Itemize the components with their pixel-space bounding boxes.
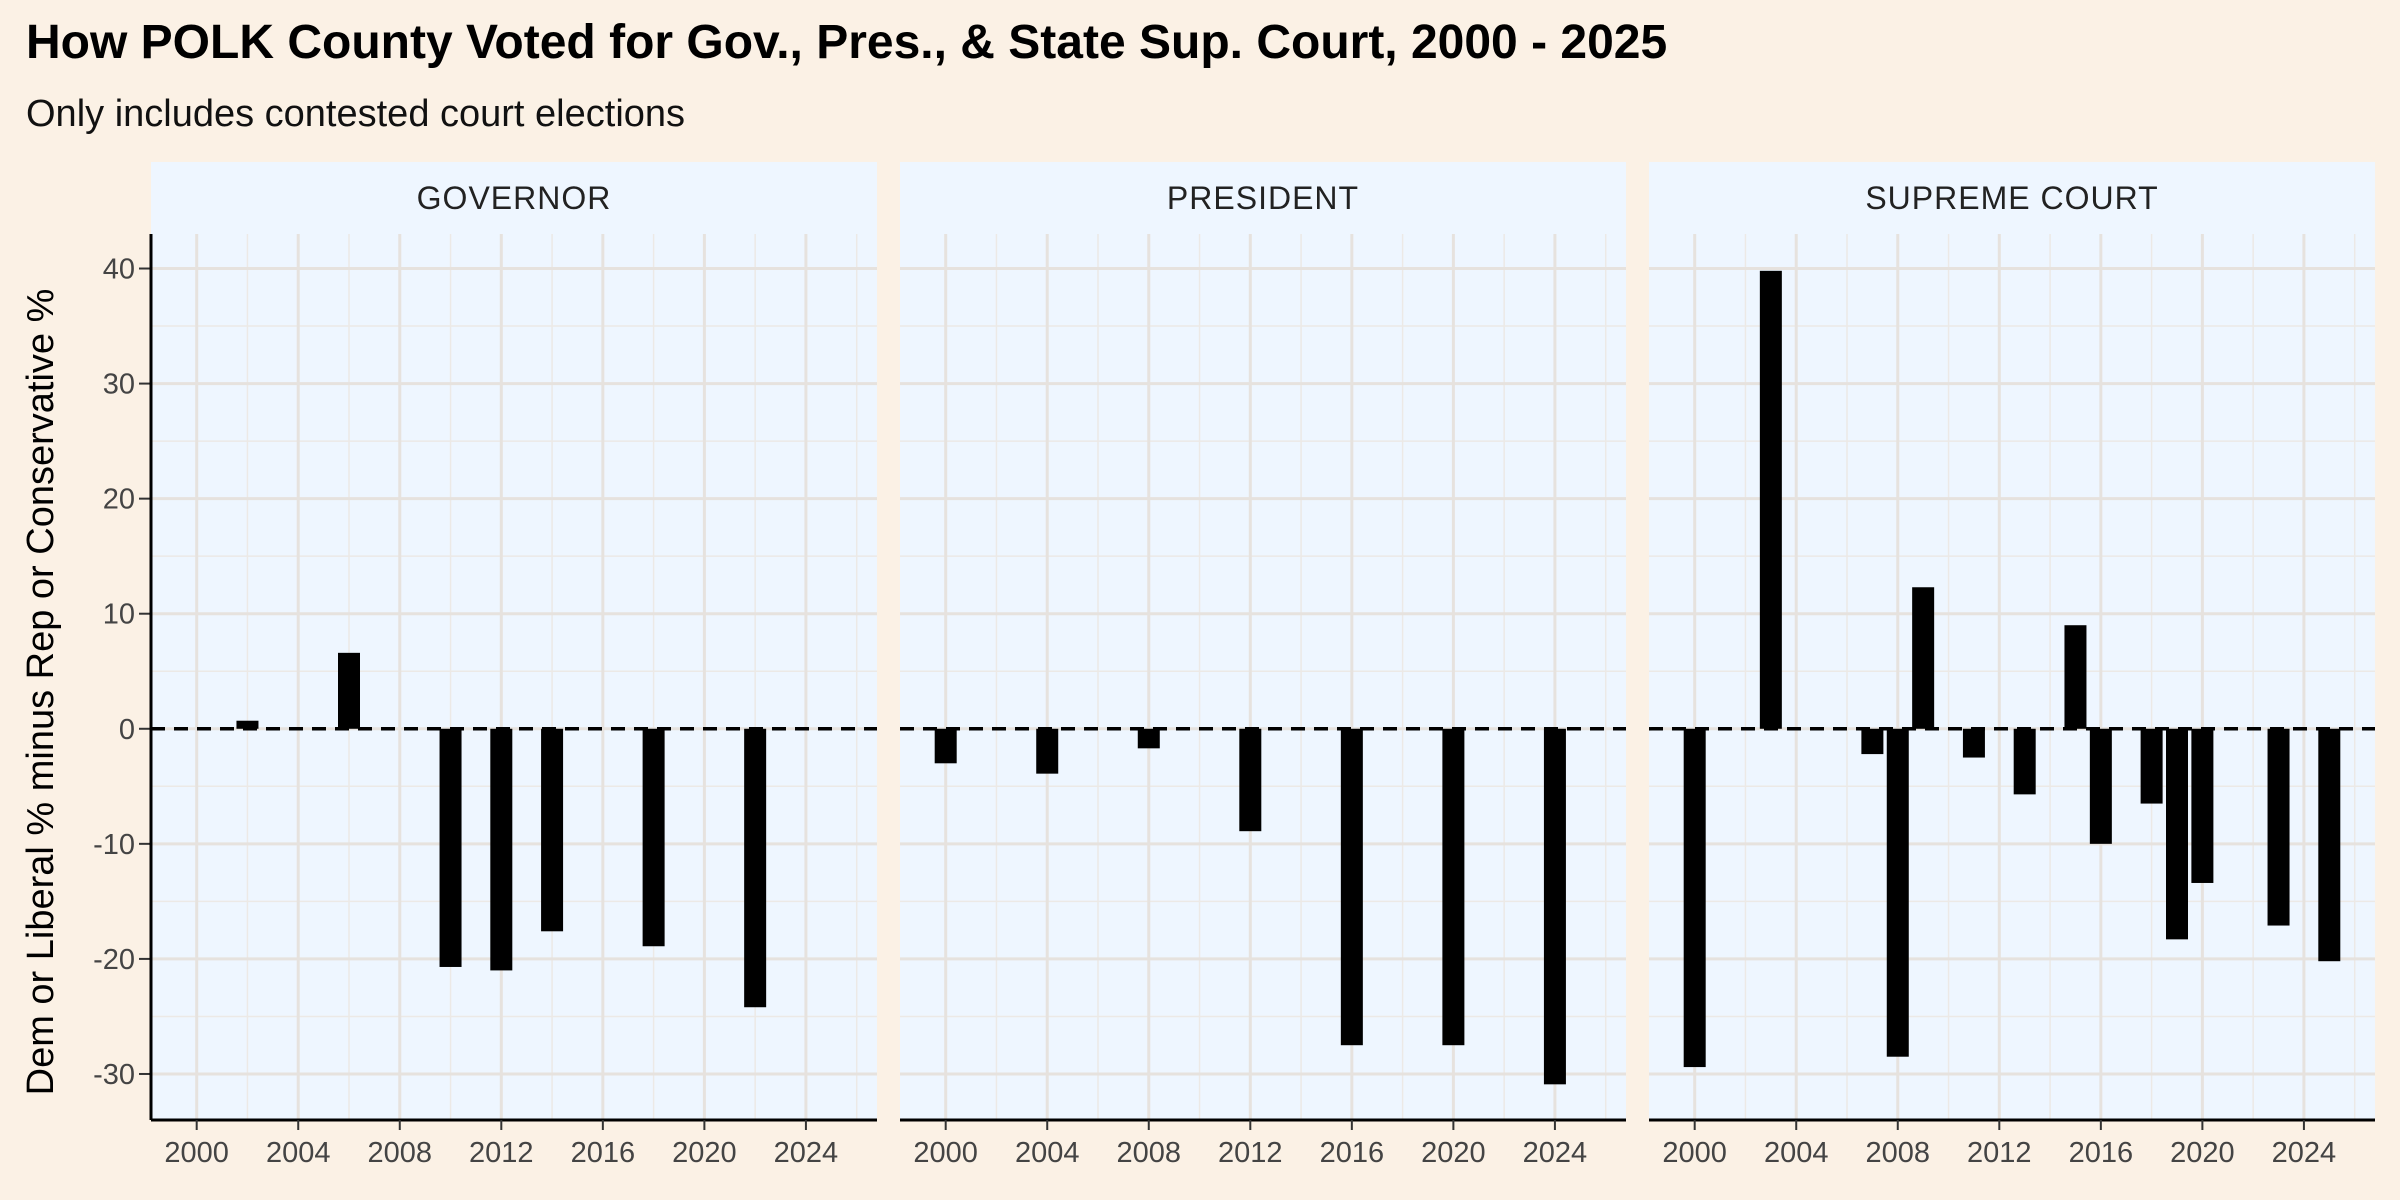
bar: [2064, 625, 2087, 729]
x-tick-label: 2020: [672, 1137, 737, 1169]
x-tick-label: 2008: [1117, 1137, 1182, 1169]
y-tick-label: -10: [93, 829, 135, 861]
bar: [1861, 728, 1884, 755]
y-tick-label: 30: [103, 369, 135, 401]
bar: [2089, 728, 2112, 844]
bar: [2166, 728, 2188, 940]
x-tick-label: 2024: [774, 1137, 839, 1169]
panel-background: [151, 234, 877, 1120]
bar: [1543, 728, 1566, 1085]
bar: [2191, 728, 2214, 883]
x-tick-label: 2020: [1421, 1137, 1486, 1169]
x-tick-label: 2016: [2069, 1137, 2134, 1169]
y-tick-label: -30: [93, 1059, 135, 1091]
bar: [2267, 728, 2290, 926]
bar: [1137, 728, 1160, 749]
x-tick-label: 2004: [1015, 1137, 1080, 1169]
bar: [541, 728, 564, 932]
facet-label: SUPREME COURT: [1865, 180, 2158, 216]
x-tick-label: 2012: [1967, 1137, 2032, 1169]
bar: [1442, 728, 1465, 1046]
facet-panel: SUPREME COURT 2000 2004 2008 2012 2016 2020 202…: [1649, 162, 2375, 1169]
bar: [1912, 587, 1935, 729]
bar: [439, 728, 462, 967]
y-tick-label: 10: [103, 599, 135, 631]
y-axis-title: Dem or Liberal % minus Rep or Conservati…: [20, 289, 62, 1096]
bar: [642, 728, 665, 947]
x-tick-label: 2016: [1320, 1137, 1385, 1169]
bar: [2140, 728, 2163, 804]
facet-strip: [900, 162, 1626, 234]
facet-strip: [151, 162, 877, 234]
chart-subtitle: Only includes contested court elections: [26, 93, 685, 135]
bar: [744, 728, 767, 1008]
chart-title: How POLK County Voted for Gov., Pres., &…: [26, 16, 1667, 69]
x-tick-label: 2000: [1662, 1137, 1727, 1169]
bar: [934, 728, 957, 764]
panel-background: [1649, 234, 2375, 1120]
x-tick-label: 2012: [469, 1137, 534, 1169]
x-tick-label: 2000: [164, 1137, 229, 1169]
facet-strip: [1649, 162, 2375, 234]
bar: [2013, 728, 2036, 795]
bar: [1759, 270, 1782, 729]
bar: [1683, 728, 1706, 1068]
x-tick-label: 2008: [1866, 1137, 1931, 1169]
bar: [1962, 728, 1985, 758]
x-tick-label: 2004: [266, 1137, 331, 1169]
x-tick-label: 2020: [2170, 1137, 2235, 1169]
bar: [236, 720, 259, 729]
x-tick-label: 2008: [368, 1137, 433, 1169]
facet-panel: GOVERNOR 2000 2004 2008 2012 2016 2020 2024: [149, 162, 877, 1169]
bar: [2318, 728, 2341, 962]
x-tick-label: 2016: [571, 1137, 636, 1169]
bar: [1886, 728, 1909, 1057]
facet-label: PRESIDENT: [1167, 180, 1359, 216]
y-tick-label: -20: [93, 944, 135, 976]
x-tick-label: 2024: [1523, 1137, 1588, 1169]
x-tick-label: 2024: [2272, 1137, 2337, 1169]
y-tick-label: 40: [103, 254, 135, 286]
y-tick-label: 20: [103, 484, 135, 516]
y-tick-label: 0: [119, 714, 135, 746]
x-tick-label: 2012: [1218, 1137, 1283, 1169]
bar: [490, 728, 513, 971]
bar: [1036, 728, 1059, 774]
plot-area: -30 -20 -10 0 10 20 30 40 GOVERNOR 2000 2004 2008 20…: [93, 162, 2375, 1169]
bar: [338, 652, 360, 729]
facet-label: GOVERNOR: [417, 180, 612, 216]
bar: [1340, 728, 1363, 1046]
bar: [1239, 728, 1262, 832]
panel-background: [900, 234, 1626, 1120]
facet-panel: PRESIDENT 2000 2004 2008 2012 2016 2020 2024: [900, 162, 1626, 1169]
x-tick-label: 2000: [913, 1137, 978, 1169]
x-tick-label: 2004: [1764, 1137, 1829, 1169]
